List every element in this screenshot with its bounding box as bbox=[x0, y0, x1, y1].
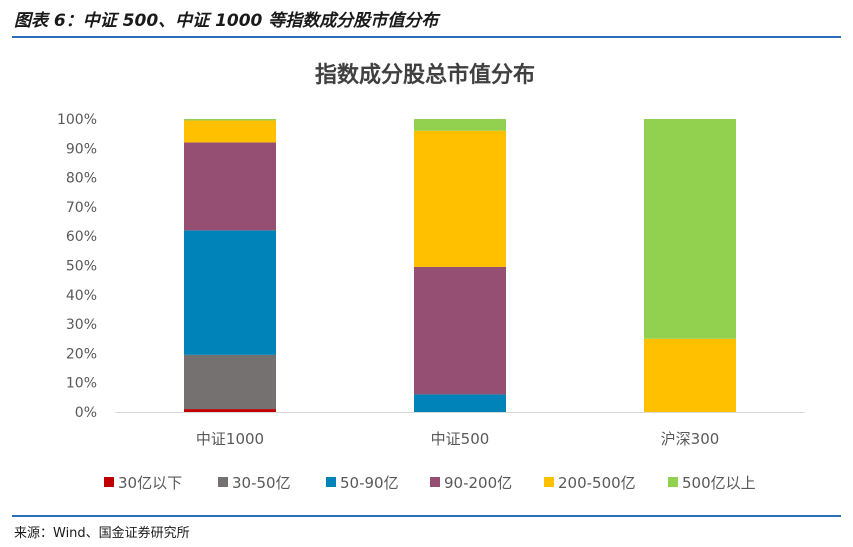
y-tick-label: 100% bbox=[57, 112, 97, 128]
x-tick-label: 中证500 bbox=[431, 430, 490, 448]
legend-swatch bbox=[668, 477, 678, 487]
legend-swatch bbox=[430, 477, 440, 487]
legend-swatch bbox=[104, 477, 114, 487]
bar-segment bbox=[414, 130, 506, 267]
legend: 30亿以下 30-50亿 50-90亿 90-200亿 200-500亿 500亿以上 bbox=[104, 474, 756, 492]
bar-segment bbox=[184, 142, 276, 231]
source-note: 来源：Wind、国金证券研究所 bbox=[14, 526, 190, 541]
y-tick-label: 10% bbox=[66, 376, 97, 392]
bar-segment bbox=[184, 230, 276, 355]
legend-label: 50-90亿 bbox=[340, 474, 399, 492]
legend-swatch bbox=[544, 477, 554, 487]
bar-segment bbox=[184, 409, 276, 412]
y-axis: 0% 10% 20% 30% 40% 50% 60% 70% 80% 90% 100% bbox=[57, 112, 97, 421]
chart-title: 指数成分股总市值分布 bbox=[315, 62, 535, 88]
legend-label: 200-500亿 bbox=[558, 474, 636, 492]
legend-label: 90-200亿 bbox=[444, 474, 512, 492]
bar-segment bbox=[414, 119, 506, 131]
y-tick-label: 20% bbox=[66, 346, 97, 362]
y-tick-label: 0% bbox=[75, 405, 97, 421]
header-rule bbox=[12, 36, 841, 38]
bar-segment bbox=[414, 266, 506, 395]
bar-segment bbox=[644, 119, 736, 339]
legend-label: 30-50亿 bbox=[232, 474, 291, 492]
legend-swatch bbox=[218, 477, 228, 487]
y-tick-label: 30% bbox=[66, 317, 97, 333]
legend-label: 30亿以下 bbox=[118, 474, 182, 492]
bars bbox=[184, 119, 736, 412]
y-tick-label: 90% bbox=[66, 141, 97, 157]
x-tick-label: 中证1000 bbox=[196, 430, 264, 448]
footer-rule bbox=[12, 515, 841, 517]
bar-segment bbox=[644, 338, 736, 412]
figure-title: 图表 6：中证 500、中证 1000 等指数成分股市值分布 bbox=[14, 11, 439, 31]
x-axis: 中证1000 中证500 沪深300 bbox=[196, 430, 719, 448]
bar-segment bbox=[184, 119, 276, 121]
bar-segment bbox=[414, 394, 506, 412]
bar-segment bbox=[184, 120, 276, 143]
y-tick-label: 80% bbox=[66, 171, 97, 187]
x-tick-label: 沪深300 bbox=[661, 430, 720, 448]
y-tick-label: 40% bbox=[66, 288, 97, 304]
y-tick-label: 70% bbox=[66, 200, 97, 216]
y-tick-label: 60% bbox=[66, 229, 97, 245]
y-tick-label: 50% bbox=[66, 259, 97, 275]
bar-segment bbox=[184, 354, 276, 410]
legend-label: 500亿以上 bbox=[682, 474, 756, 492]
legend-swatch bbox=[326, 477, 336, 487]
